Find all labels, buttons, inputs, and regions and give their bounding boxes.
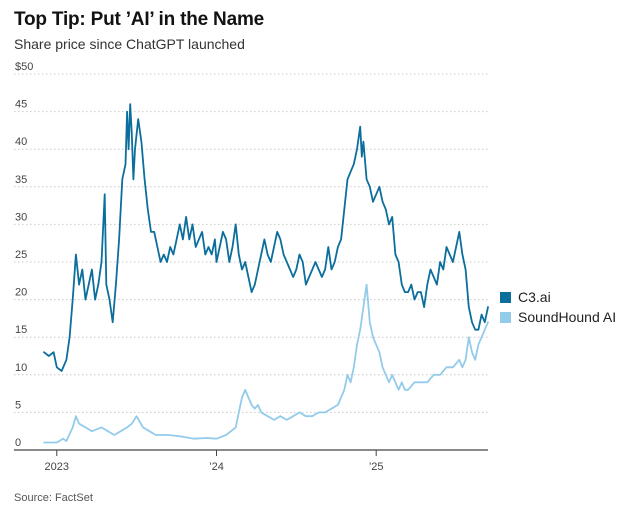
x-axis-ticks: 2023 ’24 ’25 [45, 450, 384, 473]
y-tick-label: 20 [15, 287, 27, 299]
x-tick-label: ’25 [369, 461, 384, 473]
chart-title: Top Tip: Put ’AI’ in the Name [14, 9, 265, 30]
y-tick-label: 30 [15, 211, 27, 223]
legend-swatch [500, 312, 511, 323]
series-line-c3-ai [43, 103, 489, 372]
x-tick-label: 2023 [45, 461, 69, 473]
y-tick-label: $50 [15, 61, 33, 73]
legend-label: C3.ai [518, 289, 551, 305]
series-lines [43, 103, 489, 444]
y-tick-label: 10 [15, 362, 27, 374]
legend-swatch [500, 292, 511, 303]
legend: C3.ai SoundHound AI [500, 289, 616, 325]
series-line-soundhound-ai [43, 283, 489, 444]
y-tick-label: 45 [15, 99, 27, 111]
y-tick-label: 15 [15, 324, 27, 336]
y-tick-label: 5 [15, 399, 21, 411]
chart-source: Source: FactSet [14, 492, 93, 504]
y-tick-label: 0 [15, 437, 21, 449]
chart-subtitle: Share price since ChatGPT launched [14, 36, 245, 52]
gridlines [14, 73, 488, 451]
legend-label: SoundHound AI [518, 309, 616, 325]
y-tick-label: 40 [15, 136, 27, 148]
x-tick-label: ’24 [209, 461, 224, 473]
y-axis-ticks: 0 5 10 15 20 25 30 35 40 45 $50 [15, 61, 33, 449]
y-tick-label: 25 [15, 249, 27, 261]
y-tick-label: 35 [15, 174, 27, 186]
